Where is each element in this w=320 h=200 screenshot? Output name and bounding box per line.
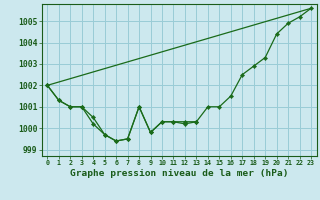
X-axis label: Graphe pression niveau de la mer (hPa): Graphe pression niveau de la mer (hPa)	[70, 169, 288, 178]
